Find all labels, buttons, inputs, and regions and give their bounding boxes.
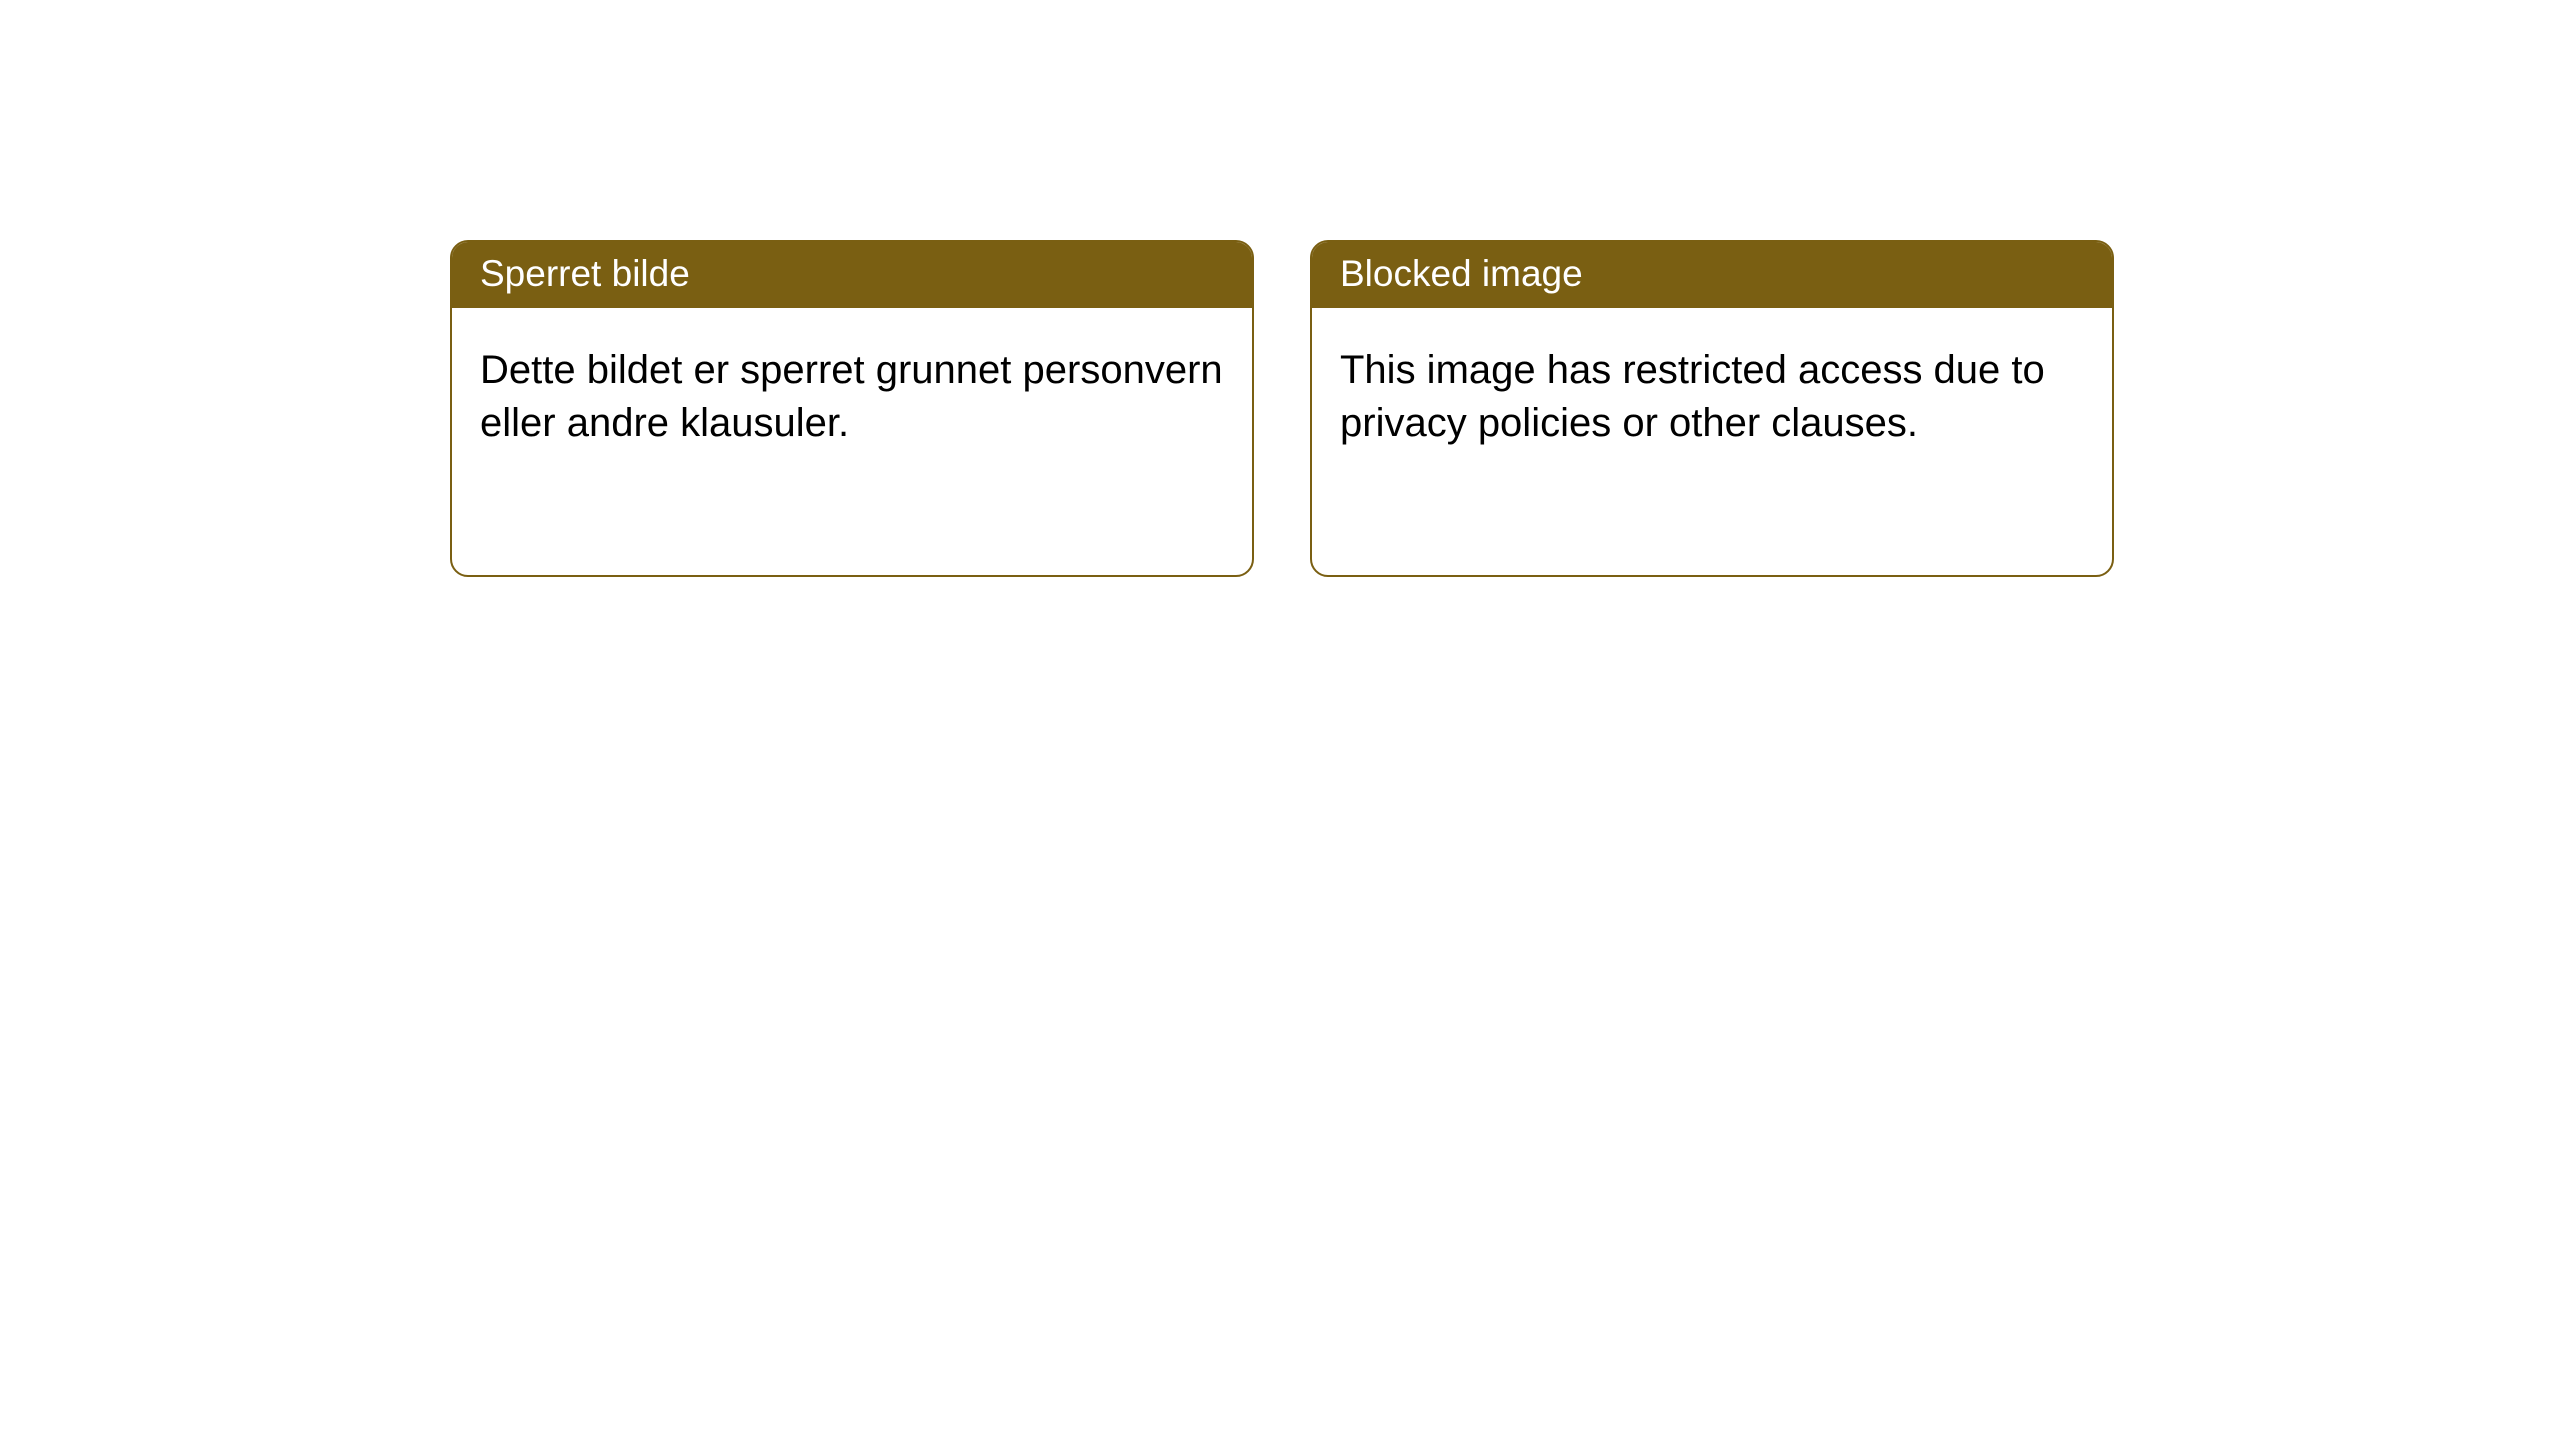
notice-header: Blocked image bbox=[1312, 242, 2112, 308]
notice-header: Sperret bilde bbox=[452, 242, 1252, 308]
notice-body: Dette bildet er sperret grunnet personve… bbox=[452, 308, 1252, 478]
notice-card-norwegian: Sperret bilde Dette bildet er sperret gr… bbox=[450, 240, 1254, 577]
notice-card-english: Blocked image This image has restricted … bbox=[1310, 240, 2114, 577]
notice-body: This image has restricted access due to … bbox=[1312, 308, 2112, 478]
notice-container: Sperret bilde Dette bildet er sperret gr… bbox=[0, 0, 2560, 577]
